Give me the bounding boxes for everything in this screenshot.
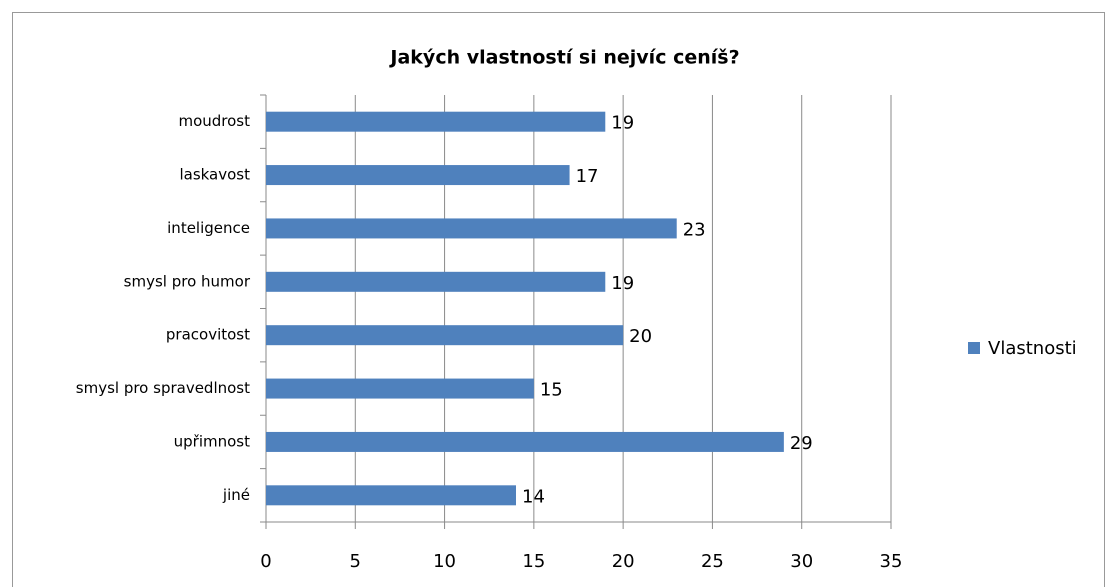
y-tick-label: pracovitost — [166, 326, 250, 344]
y-tick-label: moudrost — [178, 112, 250, 130]
y-tick-label: jiné — [222, 486, 250, 504]
bar — [266, 218, 677, 239]
x-tick-label: 35 — [880, 551, 903, 572]
y-tick-label: upřimnost — [174, 432, 250, 450]
bar — [266, 378, 534, 399]
data-label: 29 — [790, 433, 813, 454]
legend-swatch — [968, 342, 980, 354]
legend-label: Vlastnosti — [988, 338, 1077, 359]
data-label: 19 — [611, 113, 634, 134]
bar — [266, 271, 606, 292]
data-label: 20 — [629, 326, 652, 347]
y-tick-label: smysl pro humor — [124, 272, 251, 290]
chart-frame — [12, 12, 1105, 587]
bar — [266, 485, 516, 506]
x-tick-label: 30 — [790, 551, 813, 572]
x-tick-label: 5 — [350, 551, 361, 572]
x-tick-label: 10 — [433, 551, 456, 572]
data-label: 15 — [540, 380, 563, 401]
bar — [266, 165, 570, 186]
bar — [266, 325, 624, 346]
data-label: 23 — [683, 219, 706, 240]
x-tick-label: 15 — [522, 551, 545, 572]
x-tick-label: 20 — [612, 551, 635, 572]
x-tick-label: 25 — [701, 551, 724, 572]
data-label: 19 — [611, 273, 634, 294]
chart-title: Jakých vlastností si nejvíc ceníš? — [388, 47, 739, 69]
data-label: 14 — [522, 486, 545, 507]
y-tick-label: inteligence — [167, 219, 250, 237]
bar — [266, 431, 784, 452]
data-label: 17 — [576, 166, 599, 187]
y-tick-label: smysl pro spravedlnost — [76, 379, 250, 397]
y-tick-label: laskavost — [179, 166, 250, 184]
bar — [266, 111, 606, 132]
x-tick-label: 0 — [260, 551, 271, 572]
